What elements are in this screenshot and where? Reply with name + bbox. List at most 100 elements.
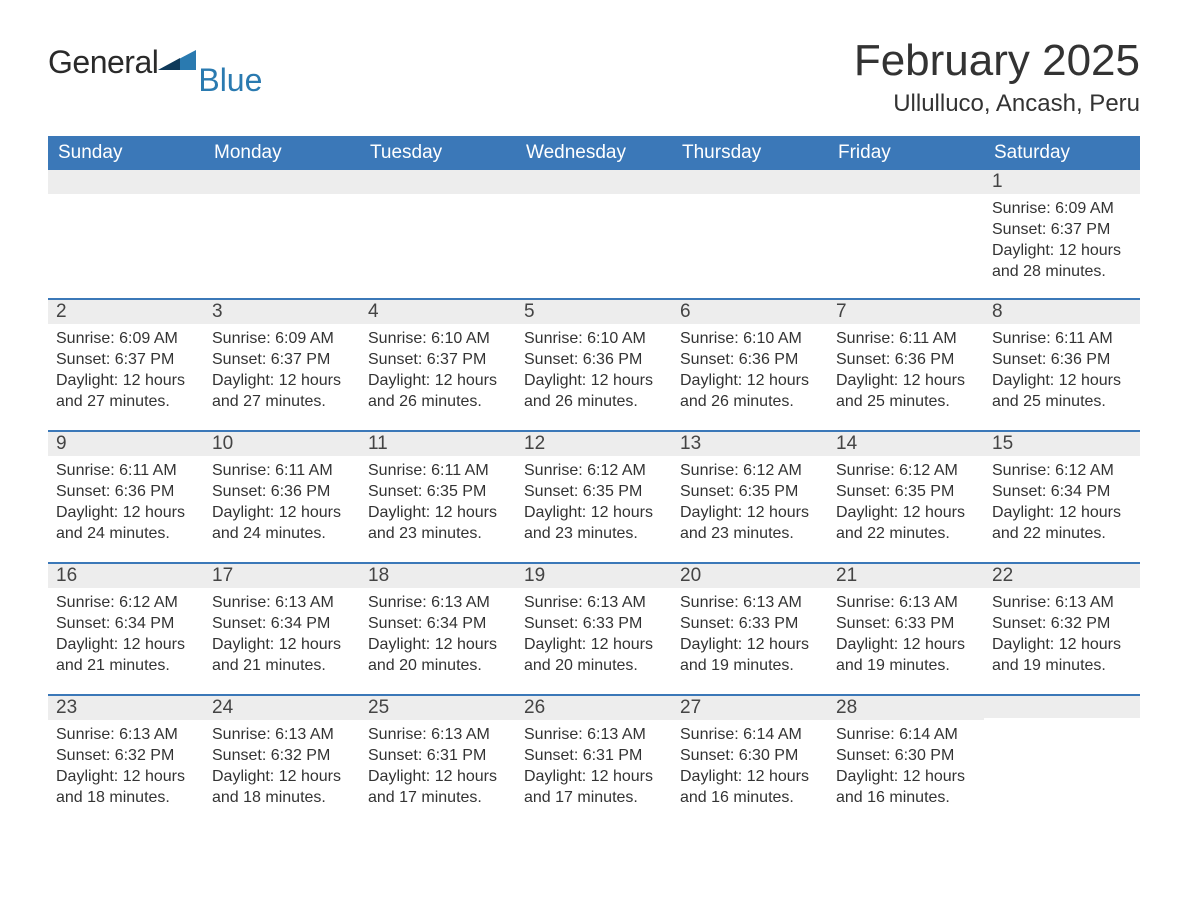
sunrise-line: Sunrise: 6:14 AM (680, 724, 820, 745)
day-number (516, 170, 672, 194)
daylight-line-1: Daylight: 12 hours (56, 502, 196, 523)
sunrise-line: Sunrise: 6:11 AM (212, 460, 352, 481)
daylight-line-1: Daylight: 12 hours (524, 634, 664, 655)
day-number: 2 (48, 298, 204, 324)
sunrise-line: Sunrise: 6:13 AM (524, 724, 664, 745)
daylight-line-1: Daylight: 12 hours (212, 766, 352, 787)
day-number: 4 (360, 298, 516, 324)
sunrise-line: Sunrise: 6:11 AM (56, 460, 196, 481)
weekday-header: Wednesday (516, 136, 672, 170)
day-number: 13 (672, 430, 828, 456)
sunrise-line: Sunrise: 6:10 AM (524, 328, 664, 349)
day-data: Sunrise: 6:12 AMSunset: 6:34 PMDaylight:… (48, 588, 204, 680)
sunset-line: Sunset: 6:37 PM (368, 349, 508, 370)
sunset-line: Sunset: 6:35 PM (524, 481, 664, 502)
day-number: 18 (360, 562, 516, 588)
day-number: 19 (516, 562, 672, 588)
calendar-week-row: 1Sunrise: 6:09 AMSunset: 6:37 PMDaylight… (48, 170, 1140, 298)
day-data: Sunrise: 6:12 AMSunset: 6:34 PMDaylight:… (984, 456, 1140, 548)
titles: February 2025 Ullulluco, Ancash, Peru (854, 30, 1140, 124)
day-number: 21 (828, 562, 984, 588)
sunrise-line: Sunrise: 6:12 AM (680, 460, 820, 481)
sunrise-line: Sunrise: 6:09 AM (212, 328, 352, 349)
day-data: Sunrise: 6:13 AMSunset: 6:33 PMDaylight:… (672, 588, 828, 680)
sunset-line: Sunset: 6:37 PM (992, 219, 1132, 240)
sunset-line: Sunset: 6:36 PM (524, 349, 664, 370)
sunset-line: Sunset: 6:35 PM (368, 481, 508, 502)
day-data: Sunrise: 6:13 AMSunset: 6:34 PMDaylight:… (360, 588, 516, 680)
day-number: 28 (828, 694, 984, 720)
sunrise-line: Sunrise: 6:10 AM (680, 328, 820, 349)
day-data: Sunrise: 6:10 AMSunset: 6:37 PMDaylight:… (360, 324, 516, 416)
day-data: Sunrise: 6:11 AMSunset: 6:36 PMDaylight:… (984, 324, 1140, 416)
daylight-line-2: and 22 minutes. (992, 523, 1132, 544)
day-number (204, 170, 360, 194)
day-data: Sunrise: 6:10 AMSunset: 6:36 PMDaylight:… (672, 324, 828, 416)
calendar-cell: 18Sunrise: 6:13 AMSunset: 6:34 PMDayligh… (360, 562, 516, 694)
calendar-cell: 17Sunrise: 6:13 AMSunset: 6:34 PMDayligh… (204, 562, 360, 694)
sunrise-line: Sunrise: 6:11 AM (836, 328, 976, 349)
calendar-cell: 16Sunrise: 6:12 AMSunset: 6:34 PMDayligh… (48, 562, 204, 694)
calendar-cell: 15Sunrise: 6:12 AMSunset: 6:34 PMDayligh… (984, 430, 1140, 562)
sunset-line: Sunset: 6:36 PM (992, 349, 1132, 370)
calendar-cell: 20Sunrise: 6:13 AMSunset: 6:33 PMDayligh… (672, 562, 828, 694)
calendar-cell: 14Sunrise: 6:12 AMSunset: 6:35 PMDayligh… (828, 430, 984, 562)
weekday-header: Friday (828, 136, 984, 170)
sunset-line: Sunset: 6:32 PM (56, 745, 196, 766)
calendar-cell: 26Sunrise: 6:13 AMSunset: 6:31 PMDayligh… (516, 694, 672, 826)
day-data: Sunrise: 6:13 AMSunset: 6:34 PMDaylight:… (204, 588, 360, 680)
daylight-line-2: and 19 minutes. (992, 655, 1132, 676)
calendar-week-row: 2Sunrise: 6:09 AMSunset: 6:37 PMDaylight… (48, 298, 1140, 430)
calendar-cell (48, 170, 204, 298)
logo-word-2: Blue (198, 62, 262, 99)
calendar-cell: 5Sunrise: 6:10 AMSunset: 6:36 PMDaylight… (516, 298, 672, 430)
sunrise-line: Sunrise: 6:13 AM (992, 592, 1132, 613)
calendar-cell (984, 694, 1140, 826)
day-number: 16 (48, 562, 204, 588)
day-number: 12 (516, 430, 672, 456)
daylight-line-1: Daylight: 12 hours (992, 502, 1132, 523)
sunrise-line: Sunrise: 6:12 AM (836, 460, 976, 481)
daylight-line-1: Daylight: 12 hours (836, 502, 976, 523)
day-number: 6 (672, 298, 828, 324)
day-number: 15 (984, 430, 1140, 456)
calendar-cell: 6Sunrise: 6:10 AMSunset: 6:36 PMDaylight… (672, 298, 828, 430)
daylight-line-1: Daylight: 12 hours (680, 766, 820, 787)
sunset-line: Sunset: 6:34 PM (992, 481, 1132, 502)
calendar-cell: 25Sunrise: 6:13 AMSunset: 6:31 PMDayligh… (360, 694, 516, 826)
daylight-line-2: and 24 minutes. (212, 523, 352, 544)
daylight-line-2: and 18 minutes. (212, 787, 352, 808)
sunset-line: Sunset: 6:35 PM (836, 481, 976, 502)
day-data: Sunrise: 6:13 AMSunset: 6:31 PMDaylight:… (360, 720, 516, 812)
day-number (48, 170, 204, 194)
daylight-line-1: Daylight: 12 hours (212, 370, 352, 391)
daylight-line-1: Daylight: 12 hours (992, 240, 1132, 261)
day-number: 3 (204, 298, 360, 324)
sunrise-line: Sunrise: 6:11 AM (992, 328, 1132, 349)
calendar-cell (828, 170, 984, 298)
daylight-line-2: and 16 minutes. (680, 787, 820, 808)
calendar-cell: 24Sunrise: 6:13 AMSunset: 6:32 PMDayligh… (204, 694, 360, 826)
daylight-line-2: and 26 minutes. (368, 391, 508, 412)
weekday-header: Tuesday (360, 136, 516, 170)
sunrise-line: Sunrise: 6:11 AM (368, 460, 508, 481)
calendar-cell (204, 170, 360, 298)
daylight-line-2: and 19 minutes. (836, 655, 976, 676)
sunrise-line: Sunrise: 6:13 AM (368, 592, 508, 613)
sunrise-line: Sunrise: 6:13 AM (56, 724, 196, 745)
sunrise-line: Sunrise: 6:12 AM (56, 592, 196, 613)
day-data: Sunrise: 6:13 AMSunset: 6:32 PMDaylight:… (204, 720, 360, 812)
calendar-cell: 21Sunrise: 6:13 AMSunset: 6:33 PMDayligh… (828, 562, 984, 694)
sunset-line: Sunset: 6:34 PM (212, 613, 352, 634)
day-number (360, 170, 516, 194)
day-data: Sunrise: 6:10 AMSunset: 6:36 PMDaylight:… (516, 324, 672, 416)
daylight-line-1: Daylight: 12 hours (212, 634, 352, 655)
calendar-cell: 2Sunrise: 6:09 AMSunset: 6:37 PMDaylight… (48, 298, 204, 430)
daylight-line-1: Daylight: 12 hours (680, 502, 820, 523)
day-number (828, 170, 984, 194)
daylight-line-2: and 22 minutes. (836, 523, 976, 544)
day-number: 20 (672, 562, 828, 588)
weekday-header: Sunday (48, 136, 204, 170)
calendar-body: 1Sunrise: 6:09 AMSunset: 6:37 PMDaylight… (48, 170, 1140, 826)
daylight-line-1: Daylight: 12 hours (368, 370, 508, 391)
